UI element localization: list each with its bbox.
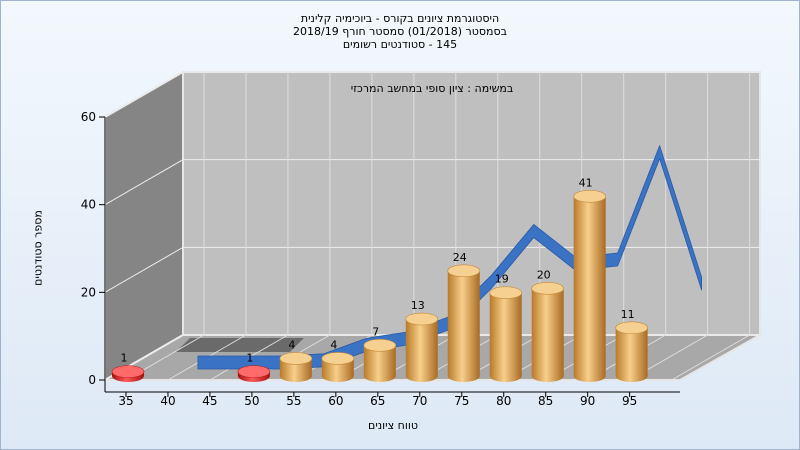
bar [279, 352, 313, 382]
bar-cap [489, 286, 523, 300]
x-tick-label: 65 [370, 394, 385, 408]
bar [447, 264, 481, 382]
bar-cap [363, 339, 397, 352]
bar-body [321, 358, 354, 382]
chart-annotation: במשימה : ציון סופי במחשב המרכזי [351, 82, 514, 95]
x-tick-label: 75 [454, 394, 469, 408]
bar-cap [573, 189, 606, 203]
bar-cap [405, 312, 439, 326]
bar-cap [321, 352, 355, 365]
x-tick-label: 80 [496, 394, 511, 408]
bar [111, 365, 145, 382]
chart-title-line-1: היסטוגרמת ציונים בקורס - ביוכימיה קלינית [300, 12, 500, 25]
grid-line-y [104, 71, 760, 118]
bar [531, 282, 564, 382]
bar-body [405, 319, 438, 382]
bar-value-label: 1 [120, 352, 127, 365]
bar-cap [447, 264, 481, 278]
bar-body [615, 327, 648, 382]
bar [573, 189, 606, 382]
bar-value-label: 4 [330, 338, 337, 351]
bar-body [363, 345, 396, 382]
bar-value-label: 11 [621, 308, 635, 321]
y-tick-label: 60 [81, 110, 96, 124]
x-tick-label: 70 [412, 394, 427, 408]
floor-shadow [175, 338, 304, 352]
bar-cap [279, 352, 313, 365]
bar-cap [615, 321, 648, 335]
bar-value-label: 1 [246, 352, 253, 365]
x-tick-label: 50 [244, 394, 259, 408]
grid-line-y [104, 334, 760, 381]
bar [405, 312, 439, 382]
grid-line-y [104, 246, 760, 293]
bar-value-label: 13 [411, 299, 425, 312]
x-axis-label: טווח ציונים [368, 419, 418, 432]
bars [111, 189, 648, 382]
bar-value-label: 4 [288, 338, 295, 351]
x-tick-label: 45 [202, 394, 217, 408]
bar-value-label: 20 [537, 268, 551, 281]
x-tick-label: 85 [538, 394, 553, 408]
bar-cap [237, 365, 271, 378]
bar-body [531, 288, 564, 382]
bar-body [279, 358, 312, 382]
x-tick-label: 35 [118, 394, 133, 408]
chart-title-line-2: בסמסטר (01/2018) סמסטר חורף 2018/19 [293, 25, 507, 38]
chart-title-line-3: 145 - סטודנטים רשומים [342, 38, 458, 51]
bar-body [489, 292, 522, 382]
x-tick-label: 95 [622, 394, 637, 408]
bar-cap [531, 282, 564, 295]
y-tick-label: 0 [88, 373, 96, 387]
bar [615, 321, 648, 382]
bar [237, 365, 271, 382]
bar [363, 339, 397, 382]
x-tick-label: 55 [286, 394, 301, 408]
bar-body [573, 196, 606, 382]
bar-value-label: 19 [495, 273, 509, 286]
x-tick-label: 60 [328, 394, 343, 408]
bar-value-label: 24 [453, 251, 467, 264]
side-wall [104, 70, 184, 382]
axes: 0 20 40 60 35 40 45 50 55 60 65 70 75 80 85 90 95 [81, 110, 680, 408]
x-tick-label: 90 [580, 394, 595, 408]
y-tick-label: 20 [81, 285, 96, 299]
bar-value-label: 7 [372, 325, 379, 338]
x-tick-label: 40 [160, 394, 175, 408]
bar-body [447, 270, 480, 382]
bar [489, 286, 523, 382]
bar [321, 352, 355, 382]
grid-line-floor [671, 334, 750, 381]
bar-cap [111, 365, 145, 378]
bar-value-label: 41 [579, 176, 593, 189]
grid-line-y [104, 159, 760, 206]
y-tick-label: 40 [81, 198, 96, 212]
